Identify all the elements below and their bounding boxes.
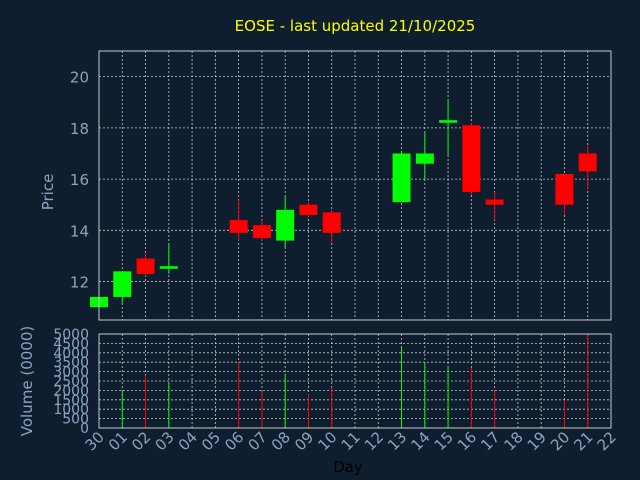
candle-body (276, 209, 295, 241)
candle-body (462, 125, 481, 192)
price-tick-label: 20 (70, 69, 89, 87)
volume-axis-label: Volume (0000) (18, 326, 36, 436)
candle-body (159, 266, 178, 269)
candle-body (229, 220, 248, 233)
candle-body (578, 153, 597, 172)
chart-title: EOSE - last updated 21/10/2025 (235, 17, 476, 35)
candle-body (415, 153, 434, 164)
candle-body (252, 225, 271, 239)
candle-body (322, 212, 341, 233)
volume-tick-label: 5000 (53, 327, 89, 343)
volume-tick-label: 500 (62, 412, 89, 428)
candle-body (113, 271, 132, 297)
candle-body (439, 120, 458, 123)
candle-body (555, 173, 574, 205)
price-tick-label: 18 (70, 120, 89, 138)
volume-tick-label: 4000 (53, 346, 89, 362)
volume-tick-label: 3500 (53, 355, 89, 371)
volume-tick-label: 1500 (53, 393, 89, 409)
price-tick-label: 16 (70, 171, 89, 189)
price-tick-label: 12 (70, 274, 89, 292)
volume-tick-label: 3000 (53, 365, 89, 381)
volume-tick-label: 0 (80, 421, 89, 437)
price-panel: 12 14 16 18 20 (70, 50, 612, 321)
price-axis-label: Price (39, 174, 57, 211)
volume-tick-label: 2000 (53, 383, 89, 399)
volume-tick-label: 2500 (53, 374, 89, 390)
volume-tick-label: 4500 (53, 336, 89, 352)
candle-body (136, 258, 155, 274)
price-tick-label: 14 (70, 222, 89, 240)
price-panel-frame (98, 50, 612, 321)
candle-body (299, 204, 318, 215)
x-axis-label: Day (333, 458, 363, 476)
candle-body (392, 153, 411, 203)
candle-body (485, 199, 504, 205)
volume-tick-label: 1000 (53, 402, 89, 418)
volume-panel-frame (98, 333, 612, 429)
